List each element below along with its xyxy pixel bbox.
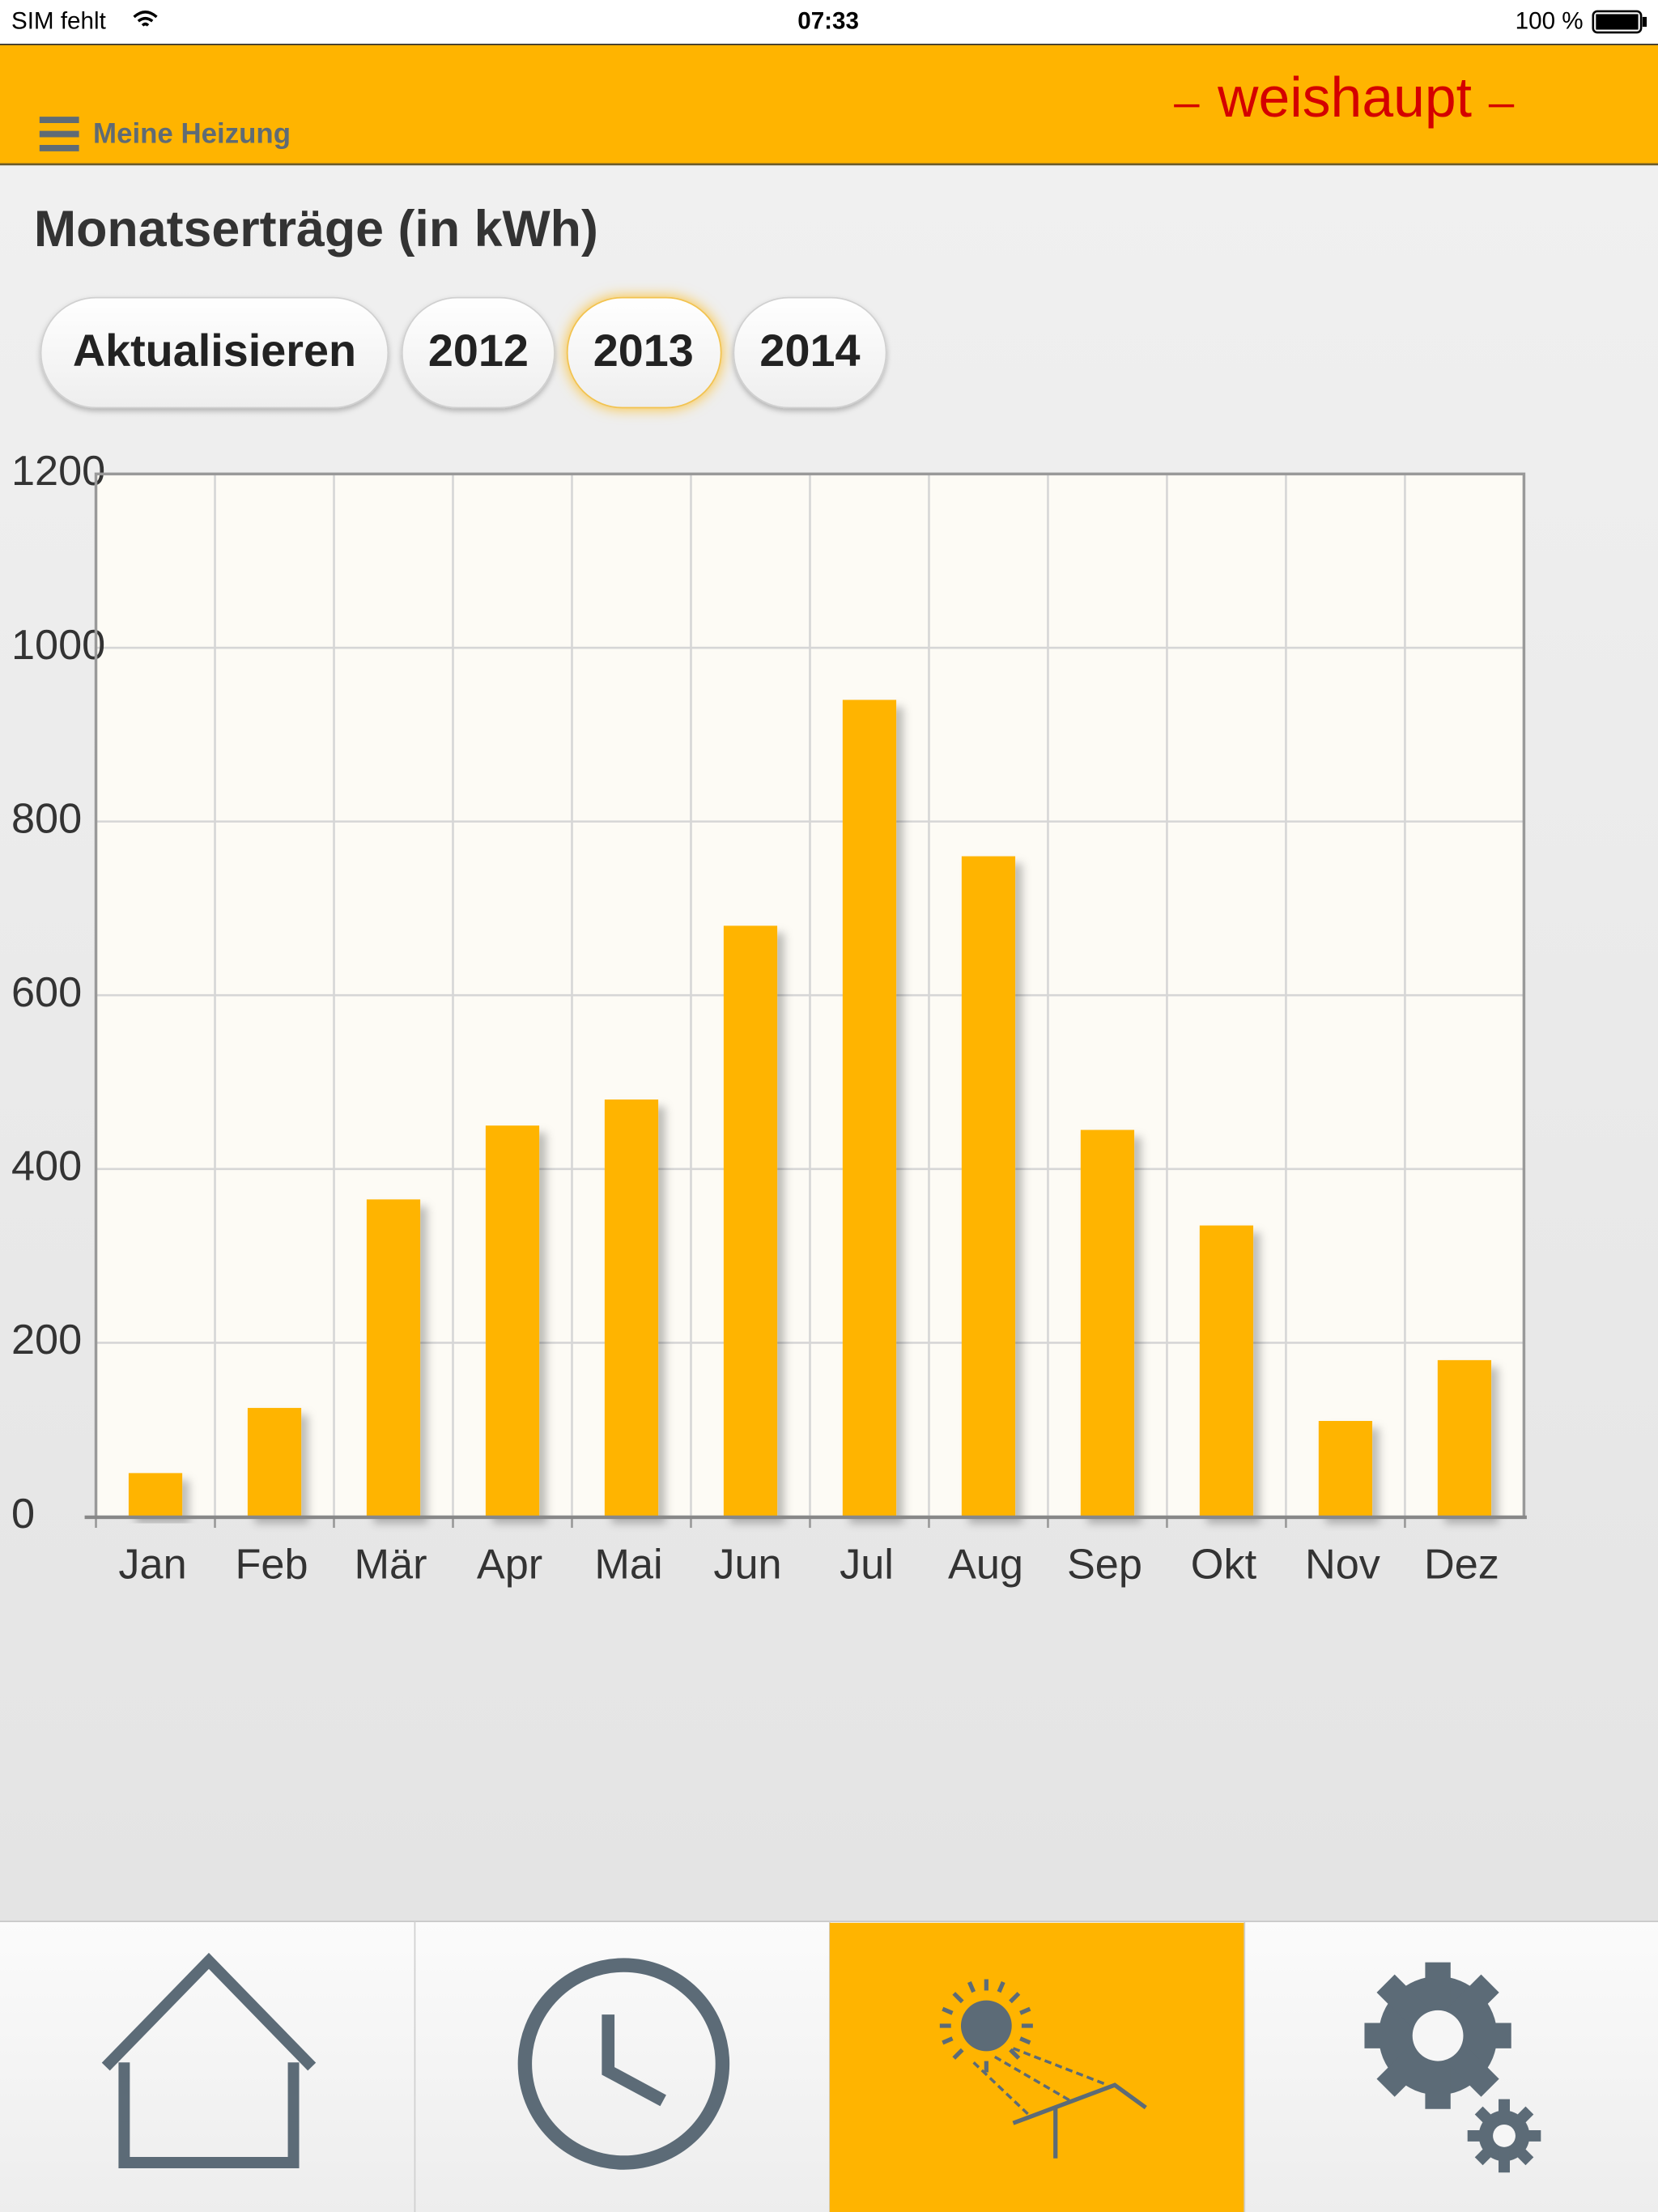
button-label: 2012 [428, 325, 529, 376]
button-label: Aktualisieren [73, 325, 356, 376]
header [0, 44, 1658, 165]
clock: 07:33 [797, 8, 859, 35]
button-bg [401, 296, 555, 409]
y-tick-label: 200 [11, 1317, 82, 1363]
bar [961, 856, 1016, 1517]
year-button[interactable]: 2012 [401, 296, 555, 409]
battery-icon [1592, 10, 1647, 34]
bar [604, 1099, 659, 1517]
bar [1318, 1420, 1373, 1517]
y-tick-label: 0 [11, 1491, 35, 1538]
clock-icon [517, 1958, 730, 2170]
bar [1199, 1225, 1254, 1517]
year-button[interactable]: 2014 [733, 296, 887, 409]
clock-hands [602, 2014, 666, 2107]
bar [247, 1407, 302, 1517]
x-tick-label: Dez [1424, 1542, 1499, 1589]
plot-frame [94, 472, 1526, 1517]
x-tick-label: Nov [1305, 1542, 1380, 1589]
logo: weishaupt [1217, 66, 1472, 129]
refresh-button[interactable]: Aktualisieren [40, 296, 389, 409]
bar [128, 1473, 183, 1517]
battery-label: 100 % [1516, 8, 1584, 35]
x-tick-label: Sep [1067, 1542, 1142, 1589]
wifi-icon [133, 11, 158, 27]
x-tick-label: Mai [594, 1542, 662, 1589]
button-label: 2014 [759, 325, 860, 376]
chart: 0 200 400 600 800 1000 1200 Jan Feb Mär Apr Mai Jun J… [11, 448, 1524, 1589]
sun-beams [972, 2047, 1108, 2117]
x-tick-label: Mär [354, 1542, 427, 1589]
status-bar [0, 0, 1658, 45]
x-tick-label: Apr [477, 1542, 542, 1589]
bar [1080, 1129, 1135, 1517]
button-bg [566, 296, 722, 409]
carrier: SIM fehlt [11, 8, 107, 35]
y-tick-label: 1200 [11, 448, 105, 495]
tab-solar[interactable] [829, 1922, 1245, 2212]
y-tick-label: 600 [11, 969, 82, 1016]
tab-home[interactable] [101, 1952, 317, 2168]
y-tick-label: 400 [11, 1143, 82, 1190]
sun-icon [960, 2000, 1012, 2052]
bar [842, 700, 897, 1517]
year-button-selected[interactable]: 2013 [566, 296, 722, 409]
menu-button[interactable]: Meine Heizung [39, 117, 291, 151]
x-tick-label: Jun [713, 1542, 781, 1589]
x-tick-label: Feb [235, 1542, 308, 1589]
collector-icon [1012, 2082, 1147, 2159]
sun-rays [939, 1979, 1033, 2073]
gear-icon [1364, 1962, 1541, 2173]
home-icon [101, 1952, 317, 2168]
tab-active-bg [829, 1922, 1245, 2212]
x-tick-label: Okt [1191, 1542, 1257, 1589]
chart-title: Monatserträge (in kWh) [34, 201, 598, 257]
y-tick-label: 800 [11, 795, 82, 842]
button-bg [733, 296, 887, 409]
bar [1437, 1359, 1492, 1517]
tab-settings[interactable] [1364, 1962, 1541, 2173]
menu-icon [39, 117, 79, 151]
x-tick-label: Jul [840, 1542, 894, 1589]
button-bg [40, 296, 389, 409]
bar [723, 925, 778, 1517]
y-tick-label: 1000 [11, 622, 105, 669]
tab-clock[interactable] [517, 1958, 730, 2170]
bar [485, 1125, 540, 1517]
x-tick-label: Jan [118, 1542, 186, 1589]
bar [366, 1199, 421, 1517]
menu-label: Meine Heizung [93, 117, 291, 149]
button-label: 2013 [593, 325, 694, 376]
x-tick-label: Aug [948, 1542, 1023, 1589]
